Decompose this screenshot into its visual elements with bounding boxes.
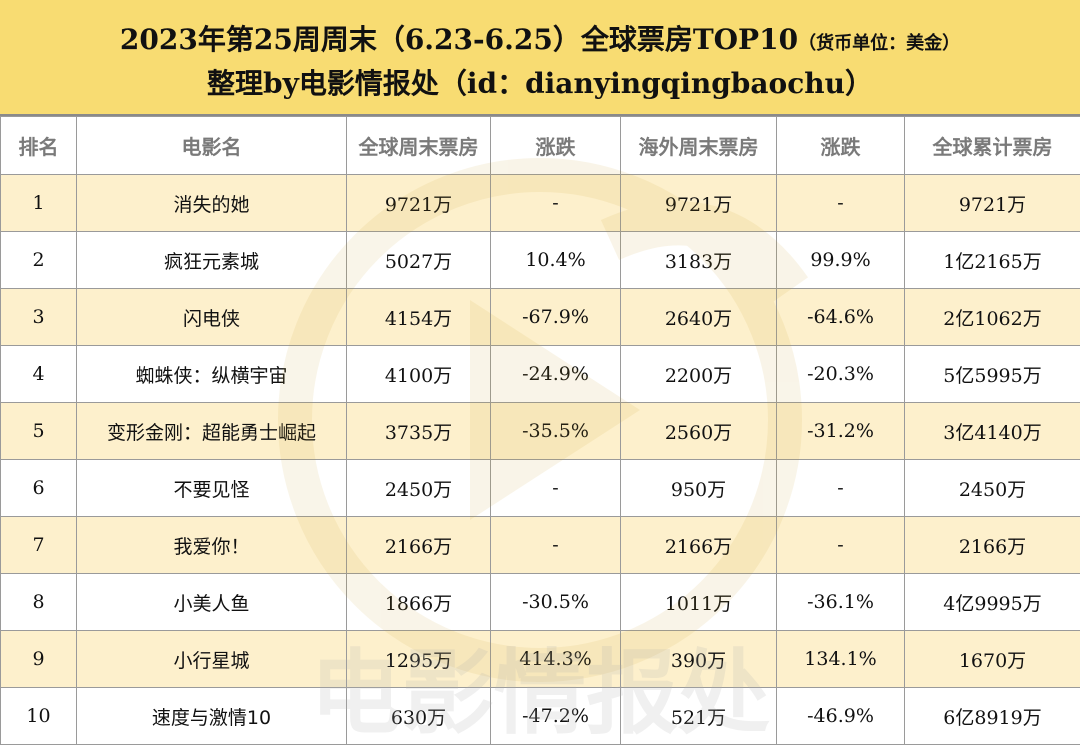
overseas-change-cell: -36.1%: [777, 574, 905, 631]
rank-cell: 10: [1, 688, 77, 745]
movie-title-cell: 消失的她: [77, 175, 347, 232]
global-total-cell: 2亿1062万: [905, 289, 1080, 346]
title-banner: 2023年第25周周末（6.23-6.25）全球票房TOP10（货币单位：美金）…: [0, 0, 1080, 116]
rank-cell: 9: [1, 631, 77, 688]
movie-title-cell: 不要见怪: [77, 460, 347, 517]
global-change-cell: -24.9%: [491, 346, 621, 403]
movie-title-cell: 闪电侠: [77, 289, 347, 346]
global-change-cell: -67.9%: [491, 289, 621, 346]
rank-cell: 5: [1, 403, 77, 460]
global-total-cell: 1670万: [905, 631, 1080, 688]
movie-title-cell: 小行星城: [77, 631, 347, 688]
movie-title-cell: 蜘蛛侠：纵横宇宙: [77, 346, 347, 403]
global-total-cell: 9721万: [905, 175, 1080, 232]
title-text: 2023年第25周周末（6.23-6.25）全球票房TOP10: [120, 23, 798, 56]
rank-cell: 2: [1, 232, 77, 289]
rank-cell: 1: [1, 175, 77, 232]
movie-title-cell: 小美人鱼: [77, 574, 347, 631]
global-change-cell: -47.2%: [491, 688, 621, 745]
rank-cell: 3: [1, 289, 77, 346]
rank-cell: 4: [1, 346, 77, 403]
global-weekend-cell: 1866万: [347, 574, 491, 631]
global-total-cell: 2450万: [905, 460, 1080, 517]
currency-unit-note: （货币单位：美金）: [798, 33, 960, 54]
overseas-weekend-cell: 1011万: [621, 574, 777, 631]
global-weekend-cell: 9721万: [347, 175, 491, 232]
rank-cell: 8: [1, 574, 77, 631]
global-weekend-cell: 2166万: [347, 517, 491, 574]
global-weekend-cell: 3735万: [347, 403, 491, 460]
table-header-row: 排名 电影名 全球周末票房 涨跌 海外周末票房 涨跌 全球累计票房: [1, 117, 1080, 175]
global-total-cell: 3亿4140万: [905, 403, 1080, 460]
subtitle-credit: 整理by电影情报处（id：dianyingqingbaochu）: [0, 62, 1080, 102]
global-weekend-cell: 1295万: [347, 631, 491, 688]
overseas-change-cell: -46.9%: [777, 688, 905, 745]
overseas-weekend-cell: 390万: [621, 631, 777, 688]
rank-cell: 6: [1, 460, 77, 517]
global-total-cell: 2166万: [905, 517, 1080, 574]
global-total-cell: 6亿8919万: [905, 688, 1080, 745]
overseas-change-cell: -: [777, 460, 905, 517]
global-weekend-cell: 630万: [347, 688, 491, 745]
overseas-weekend-cell: 2640万: [621, 289, 777, 346]
col-overseas-weekend: 海外周末票房: [621, 117, 777, 175]
global-weekend-cell: 4154万: [347, 289, 491, 346]
movie-title-cell: 我爱你！: [77, 517, 347, 574]
global-change-cell: -: [491, 175, 621, 232]
col-rank: 排名: [1, 117, 77, 175]
overseas-weekend-cell: 521万: [621, 688, 777, 745]
overseas-change-cell: 99.9%: [777, 232, 905, 289]
global-change-cell: 10.4%: [491, 232, 621, 289]
overseas-change-cell: -64.6%: [777, 289, 905, 346]
overseas-change-cell: -20.3%: [777, 346, 905, 403]
overseas-weekend-cell: 9721万: [621, 175, 777, 232]
title-line: 2023年第25周周末（6.23-6.25）全球票房TOP10（货币单位：美金）: [0, 18, 1080, 58]
col-overseas-change: 涨跌: [777, 117, 905, 175]
global-change-cell: -35.5%: [491, 403, 621, 460]
global-total-cell: 1亿2165万: [905, 232, 1080, 289]
global-change-cell: 414.3%: [491, 631, 621, 688]
movie-title-cell: 疯狂元素城: [77, 232, 347, 289]
overseas-change-cell: -: [777, 175, 905, 232]
movie-title-cell: 速度与激情10: [77, 688, 347, 745]
movie-title-cell: 变形金刚：超能勇士崛起: [77, 403, 347, 460]
overseas-change-cell: 134.1%: [777, 631, 905, 688]
col-title: 电影名: [77, 117, 347, 175]
overseas-weekend-cell: 2560万: [621, 403, 777, 460]
global-change-cell: -30.5%: [491, 574, 621, 631]
overseas-weekend-cell: 2166万: [621, 517, 777, 574]
global-weekend-cell: 4100万: [347, 346, 491, 403]
overseas-weekend-cell: 3183万: [621, 232, 777, 289]
col-global-total: 全球累计票房: [905, 117, 1080, 175]
overseas-change-cell: -: [777, 517, 905, 574]
overseas-weekend-cell: 2200万: [621, 346, 777, 403]
global-change-cell: -: [491, 517, 621, 574]
global-total-cell: 5亿5995万: [905, 346, 1080, 403]
overseas-change-cell: -31.2%: [777, 403, 905, 460]
col-global-weekend: 全球周末票房: [347, 117, 491, 175]
global-weekend-cell: 5027万: [347, 232, 491, 289]
global-total-cell: 4亿9995万: [905, 574, 1080, 631]
global-weekend-cell: 2450万: [347, 460, 491, 517]
global-change-cell: -: [491, 460, 621, 517]
col-global-change: 涨跌: [491, 117, 621, 175]
rank-cell: 7: [1, 517, 77, 574]
overseas-weekend-cell: 950万: [621, 460, 777, 517]
